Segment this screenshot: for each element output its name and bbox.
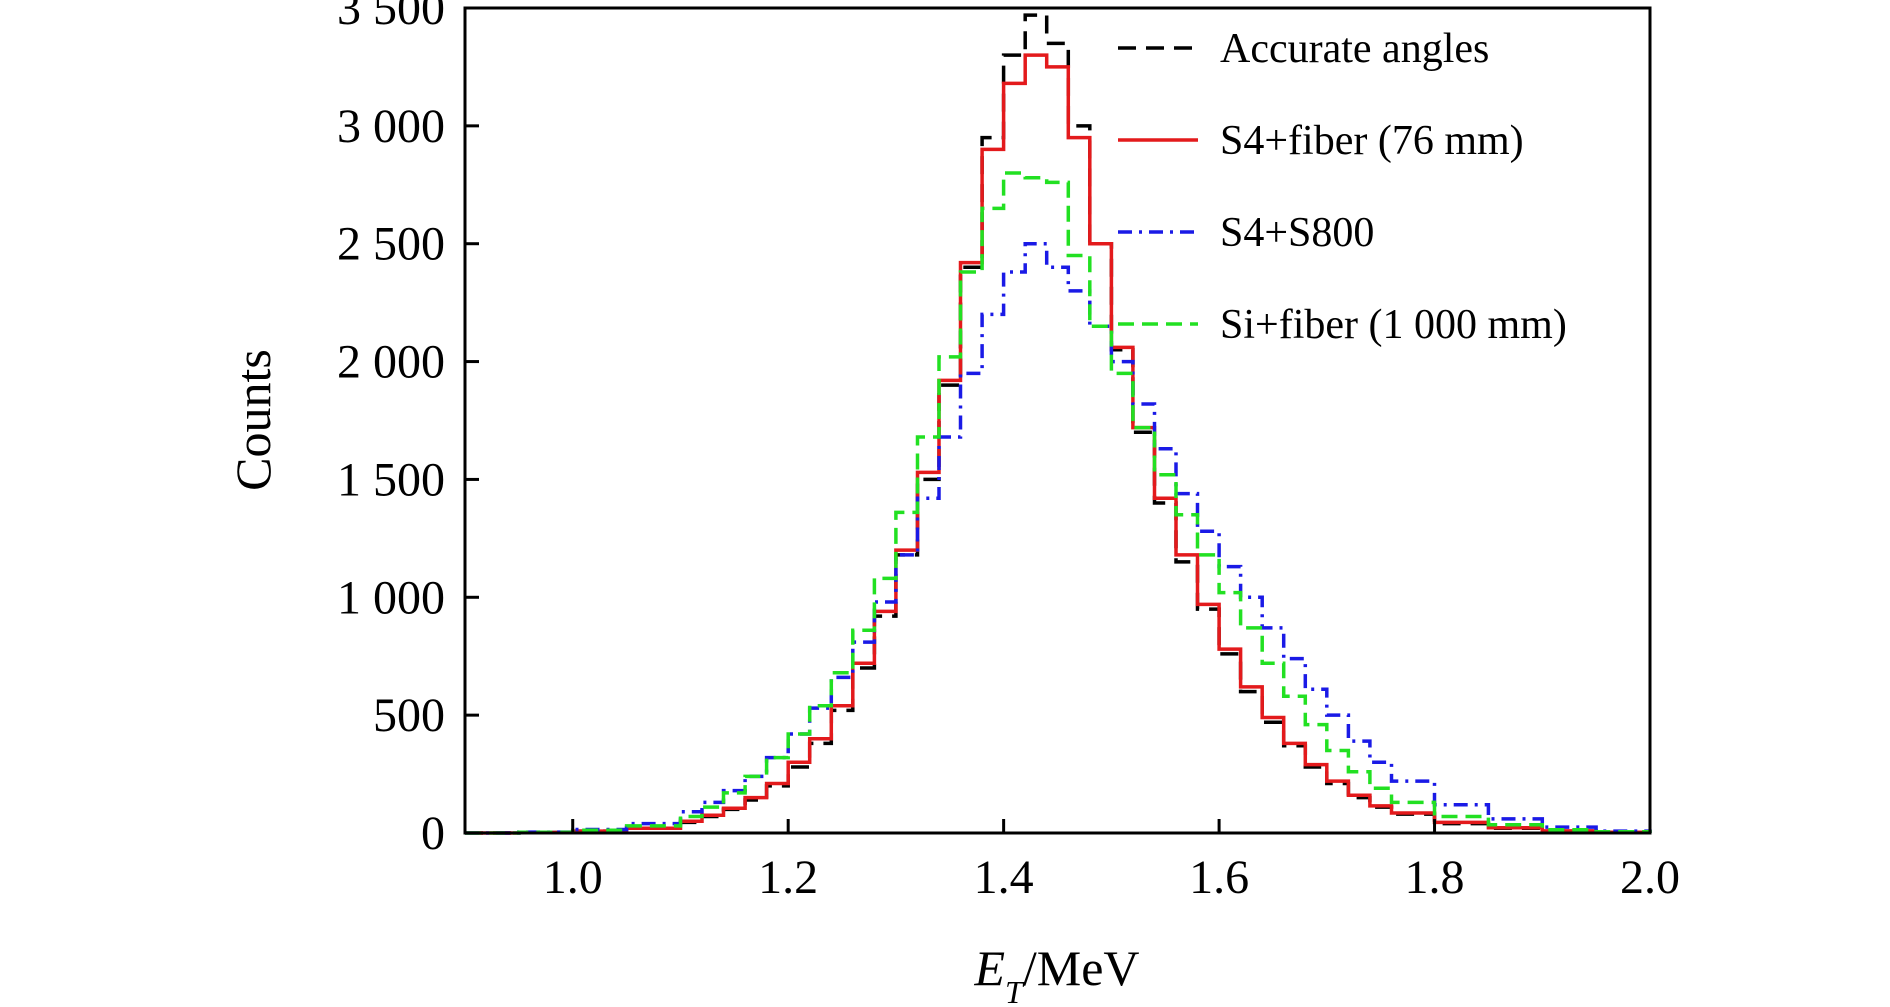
legend-label-1: Accurate angles: [1220, 26, 1489, 72]
y-tick-label: 2 500: [337, 218, 445, 271]
series-layer: [465, 13, 1652, 835]
y-tick-label: 3 500: [337, 0, 445, 35]
x-tick-label: 1.2: [758, 851, 818, 904]
y-tick-label: 1 500: [337, 453, 445, 506]
y-axis-title: Counts: [225, 349, 281, 491]
legend: Accurate angles S4+fiber (76 mm) S4+S800 Si…: [1118, 26, 1567, 348]
x-tick-label: 1.0: [543, 851, 603, 904]
y-tick-label: 1 000: [337, 571, 445, 624]
x-axis-title-unit: /MeV: [1023, 940, 1140, 996]
legend-label-3: S4+S800: [1220, 210, 1374, 256]
y-tick-label: 500: [373, 689, 445, 742]
x-tick-label: 2.0: [1620, 851, 1680, 904]
y-tick-label: 0: [421, 807, 445, 860]
series-line-2: [465, 53, 1652, 835]
x-tick-label: 1.6: [1189, 851, 1249, 904]
x-axis-title: ET/MeV: [974, 940, 1140, 1007]
y-tick-label: 3 000: [337, 100, 445, 153]
x-axis-title-var: E: [974, 940, 1006, 996]
x-axis-title-sub: T: [1005, 974, 1025, 1007]
y-tick-label: 2 000: [337, 336, 445, 389]
axes-layer: 1.0 1.2 1.4 1.6 1.8 2.0 0 500 1 000 1 500 2 000 2 5…: [337, 0, 1680, 904]
legend-label-4: Si+fiber (1 000 mm): [1220, 302, 1567, 348]
plot-frame: [463, 6, 1652, 835]
legend-label-2: S4+fiber (76 mm): [1220, 118, 1524, 164]
x-tick-label: 1.4: [974, 851, 1034, 904]
x-tick-label: 1.8: [1405, 851, 1465, 904]
series-line-4: [465, 171, 1652, 835]
